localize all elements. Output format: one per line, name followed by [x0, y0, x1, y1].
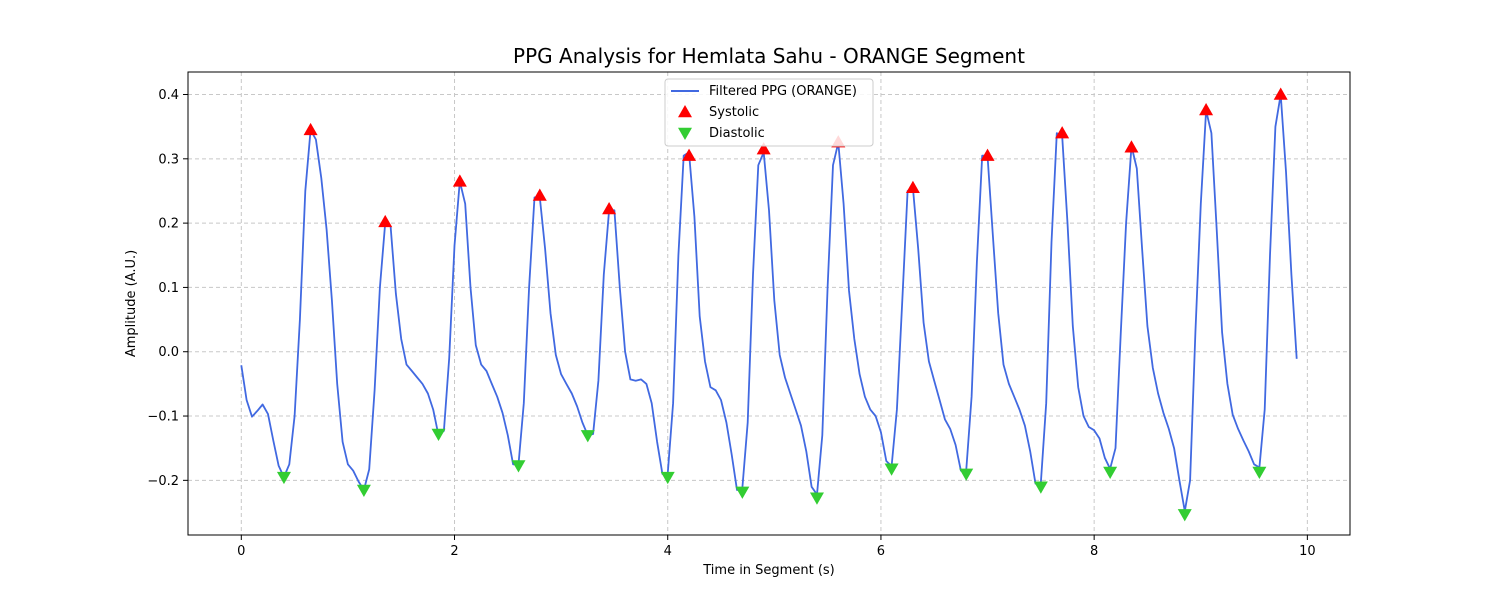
diastolic-trough-marker — [356, 484, 371, 497]
x-axis-label: Time in Segment (s) — [702, 563, 834, 578]
x-tick-label: 8 — [1090, 544, 1098, 559]
systolic-peak-marker — [303, 122, 318, 136]
x-tick-label: 6 — [877, 544, 885, 559]
y-tick-label: 0.2 — [158, 217, 179, 232]
diastolic-trough-marker — [511, 460, 526, 473]
legend-diastolic-marker — [678, 127, 692, 140]
legend-label-diastolic: Diastolic — [709, 126, 765, 141]
systolic-peak-marker — [682, 148, 697, 161]
y-tick-label: 0.0 — [158, 345, 179, 360]
diastolic-trough-marker — [1103, 466, 1118, 479]
x-tick-label: 4 — [664, 544, 672, 559]
diastolic-trough-marker — [1252, 466, 1267, 479]
systolic-peak-marker — [452, 174, 467, 187]
diastolic-trough-marker — [959, 468, 974, 481]
systolic-peak-marker — [905, 180, 920, 193]
systolic-peak-marker — [602, 201, 617, 215]
chart-title: PPG Analysis for Hemlata Sahu - ORANGE S… — [513, 44, 1025, 68]
legend-label-systolic: Systolic — [709, 105, 759, 120]
y-axis-label: Amplitude (A.U.) — [124, 250, 139, 357]
y-tick-label: 0.1 — [158, 281, 179, 296]
legend-label-filtered: Filtered PPG (ORANGE) — [709, 84, 857, 99]
ppg-signal-line — [240, 93, 1298, 513]
y-tick-label: 0.3 — [158, 152, 179, 167]
legend: Filtered PPG (ORANGE) Systolic Diastolic — [664, 78, 874, 147]
x-tick-label: 10 — [1299, 544, 1316, 559]
diastolic-trough-marker — [809, 492, 824, 505]
diastolic-trough-marker — [735, 486, 750, 499]
diastolic-trough-marker — [431, 428, 446, 442]
systolic-peak-marker — [1124, 140, 1139, 153]
diastolic-trough-marker — [884, 463, 899, 476]
systolic-peak-marker — [378, 214, 393, 228]
plot-area — [240, 87, 1298, 522]
legend-systolic-marker — [678, 105, 692, 118]
diastolic-trough-marker — [660, 471, 675, 485]
y-tick-label: 0.4 — [158, 88, 179, 103]
systolic-peak-marker — [980, 148, 995, 161]
systolic-peak-marker — [1273, 87, 1288, 100]
systolic-peak-marker — [756, 142, 771, 155]
systolic-peak-marker — [532, 188, 547, 201]
diastolic-trough-marker — [1033, 481, 1048, 494]
diastolic-trough-marker — [1177, 509, 1192, 522]
x-tick-label: 2 — [450, 544, 458, 559]
systolic-peak-marker — [1055, 126, 1070, 139]
diastolic-trough-marker — [580, 430, 595, 443]
systolic-peak-marker — [1199, 102, 1214, 116]
axis-ticks: 0 2 4 6 8 10 −0.2 −0.1 0.0 0.1 0.2 0.3 0.4 — [147, 88, 1315, 559]
y-tick-label: −0.1 — [147, 410, 179, 425]
y-tick-label: −0.2 — [147, 474, 179, 489]
axes-frame — [187, 71, 1351, 536]
x-tick-label: 0 — [237, 544, 245, 559]
diastolic-trough-marker — [276, 471, 291, 485]
legend-box — [664, 78, 874, 147]
